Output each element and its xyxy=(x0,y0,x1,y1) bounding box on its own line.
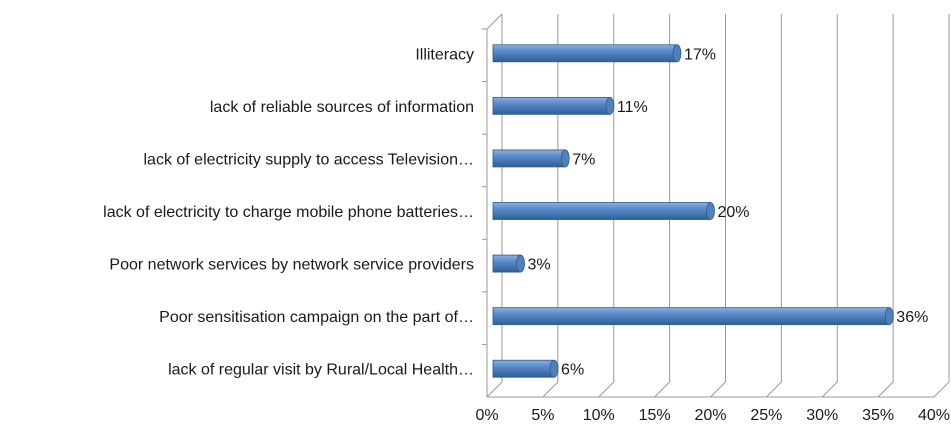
x-tick-label: 15% xyxy=(639,407,671,424)
category-label: lack of electricity to charge mobile pho… xyxy=(103,204,474,221)
bar xyxy=(492,254,525,273)
data-label: 36% xyxy=(896,309,928,326)
floor-gridline xyxy=(598,381,615,398)
bar xyxy=(492,359,559,378)
floor-gridline xyxy=(766,381,782,398)
data-label: 11% xyxy=(617,99,648,116)
category-label: lack of regular visit by Rural/Local Hea… xyxy=(168,362,474,379)
x-tick-label: 25% xyxy=(750,407,782,424)
x-tick-label: 30% xyxy=(806,407,838,424)
floor-gridline xyxy=(654,381,670,398)
floor-gridline xyxy=(877,381,894,398)
x-tick-label: 0% xyxy=(475,407,498,424)
data-label: 3% xyxy=(528,257,551,274)
category-label: lack of reliable sources of information xyxy=(210,99,474,116)
floor-gridline xyxy=(542,381,559,398)
x-axis-ticks: 0% 5% 10% 15% 20% 25% 30% 35% 40% xyxy=(475,407,950,424)
bar xyxy=(492,44,682,63)
category-label: lack of electricity supply to access Tel… xyxy=(143,151,474,168)
floor-gridline xyxy=(486,381,503,398)
x-tick-label: 40% xyxy=(918,407,950,424)
x-tick-label: 20% xyxy=(694,407,726,424)
category-label: Poor sensitisation campaign on the part … xyxy=(159,309,474,326)
category-labels: Illiteracy lack of reliable sources of in… xyxy=(103,46,474,378)
floor-gridline xyxy=(821,381,838,398)
bars xyxy=(492,44,894,378)
category-label: Illiteracy xyxy=(415,46,474,63)
floor-gridline xyxy=(933,381,950,398)
x-tick-label: 10% xyxy=(583,407,615,424)
data-label: 20% xyxy=(718,204,750,221)
bar xyxy=(492,96,615,115)
x-tick-label: 35% xyxy=(862,407,894,424)
bar xyxy=(492,149,570,168)
data-labels: 17% 11% 7% 20% 3% 36% 6% xyxy=(528,46,929,378)
wall-top-edge xyxy=(486,13,503,30)
bar xyxy=(492,202,715,220)
data-label: 17% xyxy=(684,46,716,63)
bar xyxy=(492,307,894,326)
x-tick-label: 5% xyxy=(531,407,554,424)
data-label: 6% xyxy=(561,362,584,379)
data-label: 7% xyxy=(572,151,595,168)
floor-gridline xyxy=(710,381,726,398)
category-label: Poor network services by network service… xyxy=(109,257,474,274)
